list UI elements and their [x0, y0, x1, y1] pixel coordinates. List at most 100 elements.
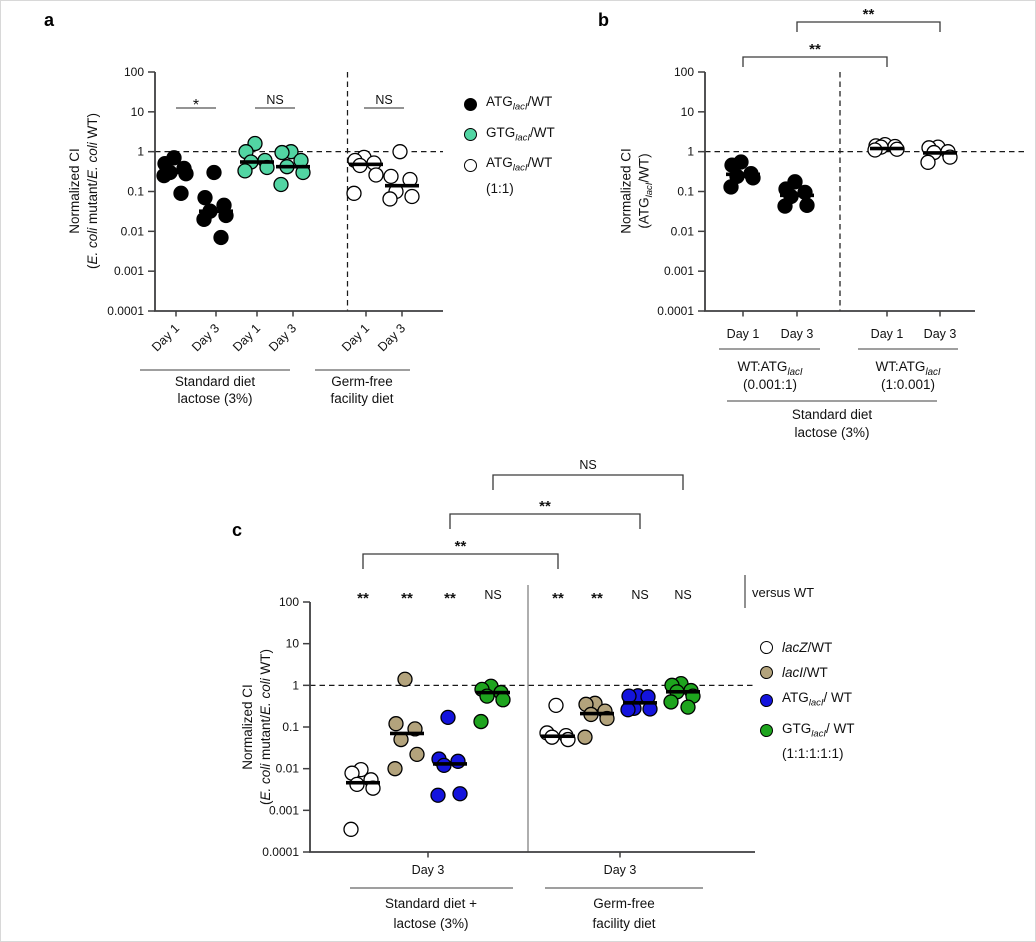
label-segment: E. coli	[85, 227, 100, 265]
legend-label: ATGlacI/WT	[486, 155, 552, 176]
label-segment: WT:ATG	[875, 359, 925, 374]
label-segment: mutant/	[85, 178, 100, 228]
label-segment: ATG	[782, 690, 809, 705]
y-tick-label: 0.0001	[107, 304, 144, 318]
legend-label: lacI/WT	[782, 665, 828, 680]
y-tick-label: 0.0001	[262, 845, 299, 859]
label-segment: E. coli	[258, 678, 273, 715]
significance-label: *	[193, 97, 199, 114]
y-tick-label: 100	[279, 595, 299, 609]
y-tick-label: 1	[687, 145, 694, 159]
data-point	[430, 787, 446, 803]
significance-label: **	[401, 590, 413, 607]
group-label: Germ-free	[331, 374, 393, 389]
significance-label: NS	[484, 588, 501, 602]
legend-item: ATGlacI/ WT	[760, 690, 855, 711]
median-bar	[623, 701, 657, 705]
significance-bracket	[742, 56, 888, 67]
median-bar	[870, 146, 904, 151]
x-tick-label: Day 3	[375, 321, 408, 354]
y-tick-label: 0.1	[127, 185, 144, 199]
label-segment: /WT	[530, 124, 555, 140]
y-tick-label: 0.1	[282, 720, 299, 734]
x-tick-label: Day 1	[230, 321, 263, 354]
supergroup-label: lactose (3%)	[794, 425, 869, 440]
data-point	[440, 709, 456, 726]
median-bar	[433, 762, 467, 766]
median-bar	[541, 734, 575, 739]
y-tick-label: 0.001	[114, 264, 144, 278]
x-tick-label: Day 3	[781, 327, 814, 341]
y-tick-label: 1	[292, 678, 299, 692]
data-point	[237, 163, 253, 179]
data-point	[577, 729, 593, 745]
data-point	[274, 144, 290, 161]
legend-item: lacI/WT	[760, 665, 855, 680]
label-segment: (ATG	[636, 197, 652, 229]
significance-label: NS	[631, 588, 648, 602]
y-tick-label: 0.0001	[657, 304, 694, 318]
median-bar	[476, 690, 510, 695]
y-tick-label: 0.001	[664, 264, 694, 278]
significance-bracket	[449, 513, 641, 529]
median-bar	[780, 193, 814, 198]
y-tick-label: 0.001	[269, 803, 299, 817]
x-tick-label: Day 3	[189, 321, 222, 354]
significance-label: **	[357, 590, 369, 607]
significance-label: **	[539, 498, 551, 515]
group-label: WT:ATGlacI	[737, 359, 802, 378]
legend-label: ATGlacI/WT	[486, 94, 552, 115]
significance-bracket	[492, 474, 684, 490]
significance-label: **	[591, 590, 603, 607]
significance-label: **	[863, 6, 875, 23]
x-tick-label: Day 3	[604, 863, 637, 877]
legend-marker-icon	[464, 158, 477, 172]
legend-label: GTGlacI/WT	[486, 125, 555, 146]
x-tick-label: Day 1	[149, 321, 182, 354]
y-tick-label: 100	[124, 65, 144, 79]
y-tick-label: 0.1	[677, 185, 694, 199]
label-segment: / WT	[823, 690, 853, 705]
data-point	[409, 746, 425, 763]
label-segment: lacI	[782, 665, 804, 680]
x-tick-label: Day 1	[871, 327, 904, 341]
label-segment: /WT)	[636, 153, 652, 183]
group-label: lactose (3%)	[177, 391, 252, 406]
legend-marker-icon	[464, 128, 477, 142]
panel-c-plot: 100 10 1 0.1 0.01 0.001 0.0001 ** ** NS ** ** ** NS **…	[262, 458, 814, 931]
label-segment: WT)	[85, 112, 100, 143]
group-label: Standard diet	[175, 374, 256, 389]
panel-b-label: b	[598, 10, 609, 30]
significance-label: NS	[674, 588, 691, 602]
label-segment: lacI	[512, 101, 528, 113]
data-point	[797, 184, 813, 201]
label-segment: GTG	[486, 124, 516, 140]
legend-item: lacZ/WT	[760, 640, 855, 655]
data-point	[495, 692, 511, 708]
data-point	[382, 191, 398, 207]
label-segment: mutant/	[258, 714, 273, 764]
y-tick-label: 10	[286, 637, 300, 651]
x-tick-label: Day 3	[412, 863, 445, 877]
data-point	[473, 713, 489, 730]
median-bar	[923, 151, 957, 155]
group-label: lactose (3%)	[393, 916, 468, 931]
y-tick-label: 0.01	[671, 224, 695, 238]
supergroup-label: Standard diet	[792, 407, 873, 422]
label-segment: E. coli	[85, 142, 100, 179]
data-point	[383, 168, 399, 185]
label-segment: (	[85, 264, 100, 270]
label-segment: WT:ATG	[737, 359, 787, 374]
data-point	[620, 702, 636, 718]
x-tick-label: Day 3	[266, 321, 299, 354]
y-tick-label: 0.01	[121, 224, 145, 238]
panel-c-y-axis-title: Normalized CI (E. coli mutant/E. coli WT…	[239, 649, 275, 805]
label-segment: lacI	[512, 162, 528, 174]
panel-c-legend: lacZ/WT lacI/WT ATGlacI/ WT GTGlacI/ WT (1:1…	[760, 640, 855, 761]
label-segment: lacI	[925, 367, 940, 378]
median-bar	[580, 711, 614, 716]
y-tick-label: 100	[674, 65, 694, 79]
y-axis-title-line1: Normalized CI	[67, 148, 82, 234]
data-point	[387, 761, 403, 777]
